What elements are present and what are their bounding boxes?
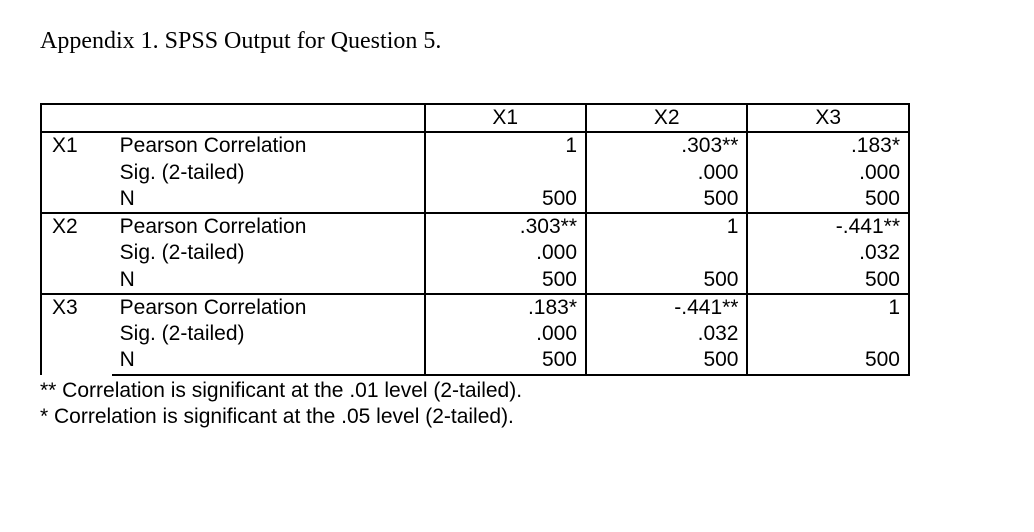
cell-value: 500 <box>425 186 586 213</box>
table-row: X1 Pearson Correlation 1 .303** .183* <box>41 132 909 159</box>
table-header-x1: X1 <box>425 104 586 132</box>
table-header-x2: X2 <box>586 104 747 132</box>
cell-value: 500 <box>586 267 747 294</box>
row-var-x1: X1 <box>41 132 112 213</box>
table-header-x3: X3 <box>747 104 909 132</box>
cell-value: .303** <box>425 213 586 240</box>
cell-value: 500 <box>586 347 747 374</box>
footnote-01-level: ** Correlation is significant at the .01… <box>40 378 994 404</box>
row-stat-label: N <box>112 347 425 374</box>
cell-value: 500 <box>747 186 909 213</box>
table-row: N 500 500 500 <box>41 186 909 213</box>
cell-value: 500 <box>747 347 909 374</box>
cell-value: 1 <box>425 132 586 159</box>
table-row: X3 Pearson Correlation .183* -.441** 1 <box>41 294 909 321</box>
page-title: Appendix 1. SPSS Output for Question 5. <box>40 28 994 55</box>
cell-value: -.441** <box>747 213 909 240</box>
cell-value: 500 <box>425 267 586 294</box>
table-row: N 500 500 500 <box>41 347 909 374</box>
table-header-blank <box>41 104 425 132</box>
cell-value: 500 <box>586 186 747 213</box>
page: Appendix 1. SPSS Output for Question 5. … <box>0 0 1034 430</box>
table-row: N 500 500 500 <box>41 267 909 294</box>
cell-value: 500 <box>425 347 586 374</box>
row-stat-label: N <box>112 267 425 294</box>
table-row: X2 Pearson Correlation .303** 1 -.441** <box>41 213 909 240</box>
cell-value: 1 <box>586 213 747 240</box>
row-stat-label: Pearson Correlation <box>112 294 425 321</box>
cell-value: .303** <box>586 132 747 159</box>
cell-value: .000 <box>425 321 586 347</box>
row-var-x3: X3 <box>41 294 112 375</box>
row-stat-label: Sig. (2-tailed) <box>112 160 425 186</box>
cell-value: 500 <box>747 267 909 294</box>
row-stat-label: Pearson Correlation <box>112 132 425 159</box>
cell-value: .032 <box>586 321 747 347</box>
row-stat-label: Sig. (2-tailed) <box>112 240 425 266</box>
cell-value <box>586 240 747 266</box>
table-row: Sig. (2-tailed) .000 .000 <box>41 160 909 186</box>
cell-value: -.441** <box>586 294 747 321</box>
table-row: Sig. (2-tailed) .000 .032 <box>41 240 909 266</box>
cell-value: 1 <box>747 294 909 321</box>
footnote-05-level: * Correlation is significant at the .05 … <box>40 404 994 430</box>
cell-value: .000 <box>586 160 747 186</box>
table-footnotes: ** Correlation is significant at the .01… <box>40 378 994 431</box>
row-stat-label: Sig. (2-tailed) <box>112 321 425 347</box>
cell-value <box>747 321 909 347</box>
row-var-x2: X2 <box>41 213 112 294</box>
cell-value: .183* <box>425 294 586 321</box>
table-row: Sig. (2-tailed) .000 .032 <box>41 321 909 347</box>
cell-value: .000 <box>747 160 909 186</box>
cell-value: .032 <box>747 240 909 266</box>
cell-value <box>425 160 586 186</box>
correlation-table: X1 X2 X3 X1 Pearson Correlation 1 .303**… <box>40 103 910 376</box>
row-stat-label: Pearson Correlation <box>112 213 425 240</box>
cell-value: .000 <box>425 240 586 266</box>
table-header-row: X1 X2 X3 <box>41 104 909 132</box>
row-stat-label: N <box>112 186 425 213</box>
cell-value: .183* <box>747 132 909 159</box>
